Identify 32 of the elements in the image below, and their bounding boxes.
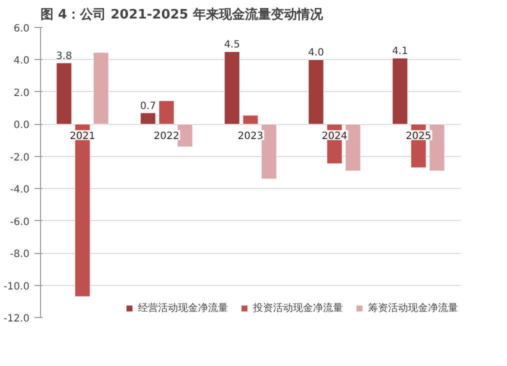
y-tick-label: 2.0 (14, 88, 30, 99)
data-label: 0.7 (140, 100, 156, 112)
legend-label: 投资活动现金净流量 (253, 302, 343, 315)
y-tick-label: -6.0 (10, 216, 30, 228)
bar (392, 58, 408, 124)
y-tick-label: -4.0 (10, 184, 30, 196)
legend-label: 经营活动现金净流量 (138, 302, 228, 315)
bar (242, 115, 258, 124)
x-tick-label: 2022 (154, 131, 180, 142)
bar (224, 51, 240, 124)
bar (140, 112, 156, 124)
y-tick-label: -8.0 (10, 249, 30, 260)
x-tick-label: 2025 (406, 131, 432, 142)
data-label: 4.1 (392, 46, 408, 58)
y-tick-label: -12.0 (4, 314, 30, 324)
bar (93, 52, 109, 124)
y-tick-label: 6.0 (14, 24, 30, 34)
bar (308, 59, 324, 124)
y-tick-label: -10.0 (4, 281, 30, 292)
bar (56, 62, 72, 124)
y-tick-label: -2.0 (10, 152, 30, 164)
data-label: 4.0 (308, 48, 324, 59)
x-tick-label: 2021 (70, 131, 96, 142)
bar (158, 100, 174, 124)
chart-title: 图 4：公司 2021-2025 年来现金流量变动情况 (40, 6, 324, 22)
x-tick-label: 2023 (238, 131, 264, 142)
legend-label: 筹资活动现金净流量 (368, 302, 458, 315)
data-label: 4.5 (224, 40, 240, 51)
y-tick-label: 0.0 (14, 120, 30, 132)
data-label: 3.8 (56, 50, 72, 62)
x-tick-label: 2024 (322, 131, 348, 142)
y-tick-label: 4.0 (14, 56, 30, 67)
